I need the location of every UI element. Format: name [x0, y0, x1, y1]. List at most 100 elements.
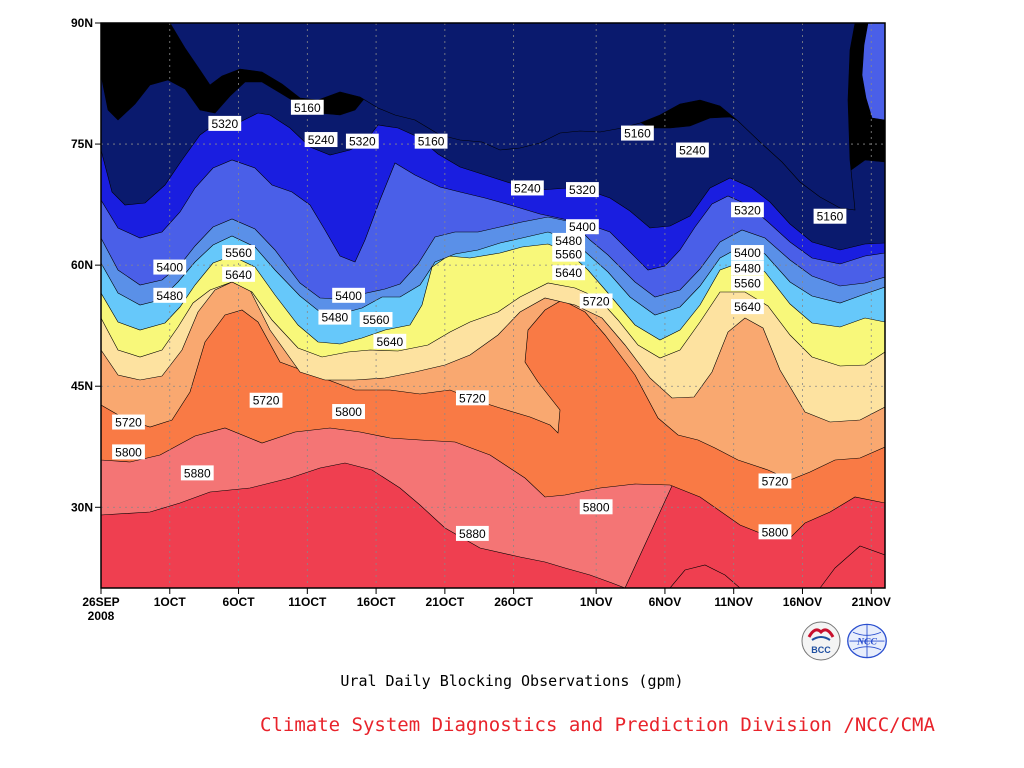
contour-label: 5560	[359, 312, 393, 328]
contour-label-box	[455, 390, 489, 406]
contour-label-text: 5400	[569, 220, 596, 234]
contour-label: 5560	[731, 275, 764, 291]
contour-label-text: 5480	[734, 261, 761, 275]
contour-label: 5720	[112, 414, 145, 430]
contour-label: 5720	[758, 473, 792, 489]
contour-label-text: 5880	[459, 527, 486, 541]
contour-band	[669, 564, 741, 588]
contour-label-box	[153, 287, 187, 303]
contour-label-text: 5800	[762, 525, 789, 539]
contour-label-text: 5640	[555, 266, 582, 280]
contour-label: 5800	[112, 444, 145, 460]
contour-label-text: 5320	[211, 117, 238, 131]
contour-label: 5320	[566, 182, 599, 198]
contour-label-box	[359, 312, 393, 328]
contour-label-box	[758, 524, 792, 540]
x-tick-label: 16NOV	[783, 595, 822, 609]
contour-label-text: 5240	[679, 144, 706, 158]
contour-label: 5400	[566, 219, 599, 235]
contour-label: 5800	[579, 499, 613, 515]
contour-label: 5640	[731, 299, 764, 315]
contour-label: 5640	[552, 265, 586, 281]
y-tick-label: 30N	[71, 500, 93, 514]
plot-frame	[100, 22, 886, 589]
contour-label: 5160	[621, 125, 654, 141]
contour-label-text: 5240	[514, 181, 541, 195]
contour-label-box	[566, 182, 599, 198]
x-tick-label: 21OCT	[426, 595, 465, 609]
contour-label-text: 5400	[156, 261, 183, 275]
contour-label-box	[332, 404, 365, 420]
contour-label-text: 5640	[225, 268, 252, 282]
contour-label: 5320	[731, 202, 764, 218]
contour-label-box	[455, 525, 489, 541]
contour-label-text: 5720	[253, 394, 280, 408]
contour-label-box	[249, 392, 283, 408]
contour-label-box	[318, 309, 352, 325]
contour-label-text: 5720	[583, 294, 610, 308]
contour-label: 5240	[676, 142, 709, 158]
contour-label: 5720	[249, 392, 283, 408]
contour-label: 5880	[180, 465, 214, 481]
contour-label-box	[579, 293, 613, 309]
contour-label-text: 5480	[321, 311, 348, 325]
contour-label-text: 5720	[459, 391, 486, 405]
x-tick-label: 11NOV	[714, 595, 753, 609]
contour-label-text: 5240	[308, 133, 335, 147]
x-tick-label: 26OCT	[494, 595, 533, 609]
contour-label-box	[731, 275, 764, 291]
contour-label-box	[552, 246, 586, 262]
contour-label: 5800	[332, 404, 365, 420]
contour-label-box	[345, 133, 379, 149]
contour-label: 5720	[579, 293, 613, 309]
x-tick-label: 16OCT	[357, 595, 396, 609]
contour-label-text: 5160	[418, 135, 445, 149]
x-tick-label: 11OCT	[288, 595, 327, 609]
contour-label-text: 5480	[555, 234, 582, 248]
contour-label-box	[676, 142, 709, 158]
contour-label-box	[222, 266, 255, 282]
y-tick-label: 75N	[71, 137, 93, 151]
contour-label-box	[373, 333, 407, 349]
contour-label: 5640	[222, 266, 255, 282]
contour-label: 5560	[552, 246, 586, 262]
y-tick-label: 60N	[71, 258, 93, 272]
contour-label: 5560	[222, 245, 255, 261]
contour-label: 5400	[332, 287, 365, 303]
contour-label-text: 5320	[349, 135, 376, 149]
contour-label-box	[208, 115, 242, 131]
contour-label-text: 5800	[115, 445, 142, 459]
contour-label-box	[112, 414, 145, 430]
x-tick-label: 6NOV	[649, 595, 682, 609]
credit-text: Climate System Diagnostics and Predictio…	[260, 714, 935, 736]
contour-label-box	[731, 260, 764, 276]
contour-band	[819, 545, 885, 588]
contour-band	[169, 23, 856, 211]
contour-label-box	[222, 245, 255, 261]
x-tick-label: 21NOV	[852, 595, 891, 609]
contour-label: 5240	[510, 180, 544, 196]
y-tick-label: 90N	[71, 16, 93, 30]
contour-label-text: 5800	[583, 500, 610, 514]
contour-label-text: 5560	[363, 313, 390, 327]
contour-label: 5880	[455, 525, 489, 541]
contour-label-box	[304, 132, 338, 148]
contour-label: 5320	[208, 115, 242, 131]
contour-label-text: 5640	[734, 300, 761, 314]
contour-bands	[101, 23, 885, 588]
contour-label: 5400	[153, 259, 187, 275]
contour-label-text: 5560	[225, 246, 252, 260]
contour-label-text: 5880	[184, 466, 211, 480]
contour-labels: 5160 5240 5320 5320 5160 5240 5320 5160 5240 5320…	[112, 99, 847, 541]
x-tick-label: 1OCT	[154, 595, 187, 609]
contour-label: 5480	[552, 232, 586, 248]
x-axis: 26SEP 1OCT 6OCT 11OCT 16OCT 21OCT 26OCT 1NOV 6NO…	[82, 588, 891, 623]
x-tick-label: 26SEP	[82, 595, 119, 609]
contour-label: 5160	[414, 133, 448, 149]
contour-label-text: 5800	[335, 405, 362, 419]
bcc-logo: BCC	[801, 621, 841, 661]
contour-label-box	[621, 125, 654, 141]
contour-label: 5480	[318, 309, 352, 325]
contour-label-text: 5400	[734, 246, 761, 260]
